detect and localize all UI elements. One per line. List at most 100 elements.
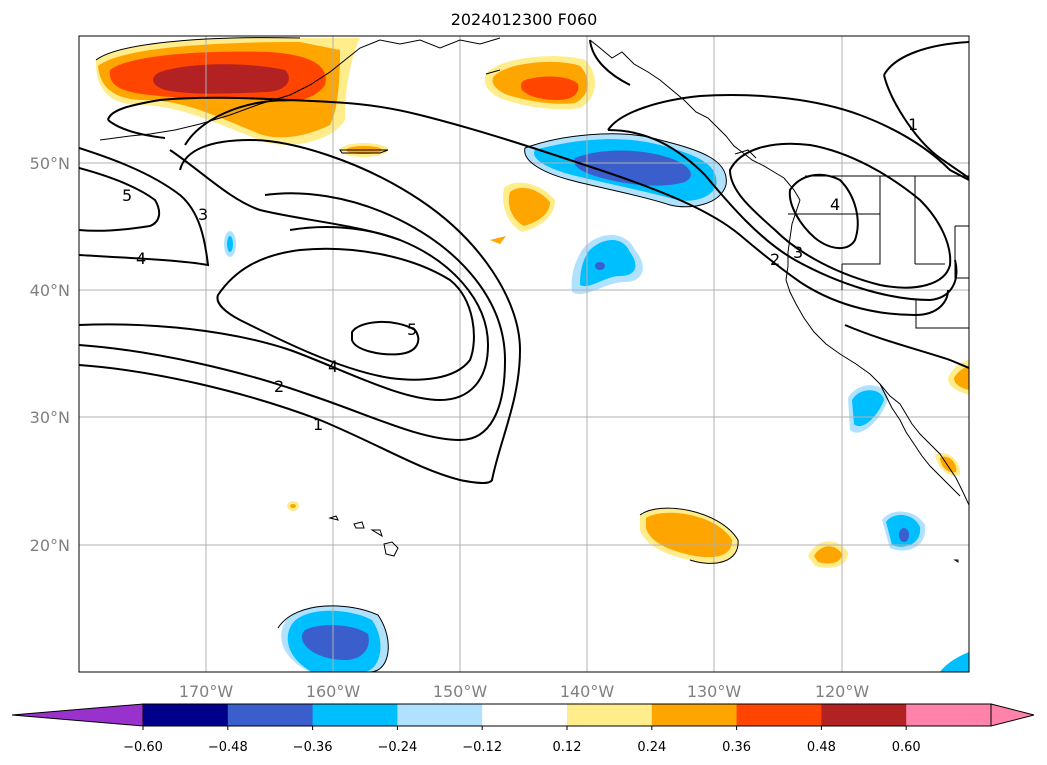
border xyxy=(788,176,969,329)
fill-neg2 xyxy=(580,239,636,287)
fill-outline xyxy=(524,133,727,208)
contour-line xyxy=(883,74,969,179)
coastline xyxy=(879,383,961,497)
coastline xyxy=(353,521,365,529)
coastlines xyxy=(95,37,969,672)
contour-line xyxy=(788,173,859,249)
coastline xyxy=(379,37,501,49)
colorbar-tick-label: −0.60 xyxy=(123,740,163,755)
colorbar-extend-high xyxy=(990,703,1035,727)
coastline xyxy=(734,149,757,159)
contour-line xyxy=(79,138,522,484)
colorbar-tick-label: −0.24 xyxy=(377,740,417,755)
contour-label: 4 xyxy=(328,357,338,376)
contour-line xyxy=(184,99,291,146)
colorbar-segment xyxy=(906,704,992,726)
contour-line xyxy=(883,41,969,76)
fill-outline xyxy=(639,507,739,564)
colorbar-tick-label: −0.48 xyxy=(208,740,248,755)
contour-label: 5 xyxy=(122,186,132,205)
contour-line xyxy=(728,142,952,289)
contour-line xyxy=(79,147,210,267)
contour-line xyxy=(844,324,969,369)
fill-neg2 xyxy=(852,390,884,427)
fill-pos1 xyxy=(490,236,506,244)
contour-label: 2 xyxy=(770,250,780,269)
fill-neg3 xyxy=(574,150,691,186)
coastline xyxy=(99,39,381,141)
colorbar-segment xyxy=(312,704,398,726)
coastline xyxy=(589,39,801,201)
lon-label: 150°W xyxy=(433,682,488,701)
colorbar-tick-label: 0.48 xyxy=(807,740,836,755)
lon-label: 130°W xyxy=(687,682,742,701)
colorbar-tick-label: 0.12 xyxy=(553,740,582,755)
contour-label: 3 xyxy=(198,205,208,224)
contour-line xyxy=(351,320,420,356)
contour-line xyxy=(589,39,631,86)
colorbar-segment xyxy=(227,704,314,726)
contour-label: 3 xyxy=(793,243,803,262)
fill-outline xyxy=(95,37,301,61)
fill-pos3 xyxy=(521,76,579,100)
colorbar-tick-label: 0.60 xyxy=(892,740,921,755)
colorbar: −0.60 −0.48 −0.36 −0.24 −0.12 0.12 0.24 0.36 0.4… xyxy=(11,703,1035,755)
contour-label: 1 xyxy=(908,115,918,134)
fill-neg2 xyxy=(227,236,233,252)
contour-label: 4 xyxy=(830,195,840,214)
contour-line xyxy=(79,167,161,232)
lat-label: 40°N xyxy=(30,281,70,300)
lat-label: 30°N xyxy=(30,408,70,427)
lon-label: 170°W xyxy=(179,682,234,701)
colorbar-extend-low xyxy=(11,703,144,727)
fill-pos2 xyxy=(814,546,842,564)
contour-line xyxy=(79,192,507,442)
fill-pos2 xyxy=(646,512,733,558)
fill-neg3 xyxy=(301,625,369,660)
anomaly-fills xyxy=(95,37,969,672)
lon-labels: 170°W 160°W 150°W 140°W 130°W 120°W xyxy=(179,682,870,701)
contour-line xyxy=(107,96,949,317)
colorbar-segment xyxy=(651,704,738,726)
colorbar-segment xyxy=(736,704,822,726)
fill-pos2 xyxy=(954,366,969,390)
contour-labels: 5 3 4 5 4 2 1 1 4 3 2 xyxy=(122,115,918,434)
fill-neg2 xyxy=(940,652,969,672)
fill-pos4 xyxy=(153,64,289,94)
colorbar-segment xyxy=(567,704,653,726)
colorbar-segment xyxy=(397,704,483,726)
coastline xyxy=(328,515,339,521)
contour-label: 5 xyxy=(407,320,417,339)
contour-line xyxy=(607,129,958,302)
contours xyxy=(79,39,969,484)
lon-label: 140°W xyxy=(560,682,615,701)
lat-label: 50°N xyxy=(30,154,70,173)
contour-label: 1 xyxy=(313,415,323,434)
contour-line xyxy=(607,93,969,181)
fill-neg3 xyxy=(899,528,909,542)
lon-label: 160°W xyxy=(306,682,361,701)
colorbar-segment xyxy=(482,704,568,726)
coastline xyxy=(383,541,399,557)
colorbar-tick-label: −0.12 xyxy=(462,740,502,755)
coastline xyxy=(339,149,389,154)
colorbar-tick-label: 0.24 xyxy=(637,740,666,755)
lon-label: 120°W xyxy=(815,682,870,701)
colorbar-segment xyxy=(821,704,907,726)
fill-outline xyxy=(277,605,389,672)
contour-line xyxy=(107,119,401,241)
lat-labels: 50°N 40°N 30°N 20°N xyxy=(30,154,70,555)
map-frame xyxy=(78,35,970,673)
gridlines xyxy=(79,36,969,672)
contour-label: 2 xyxy=(274,377,284,396)
lat-label: 20°N xyxy=(30,536,70,555)
coastline xyxy=(370,529,383,538)
coastline xyxy=(953,559,959,563)
colorbar-segment xyxy=(143,704,229,726)
contour-label: 4 xyxy=(136,249,146,268)
colorbar-tick-label: −0.36 xyxy=(293,740,333,755)
fill-pos2 xyxy=(508,187,550,226)
fill-pos2 xyxy=(290,504,296,508)
fill-neg3 xyxy=(595,262,605,270)
